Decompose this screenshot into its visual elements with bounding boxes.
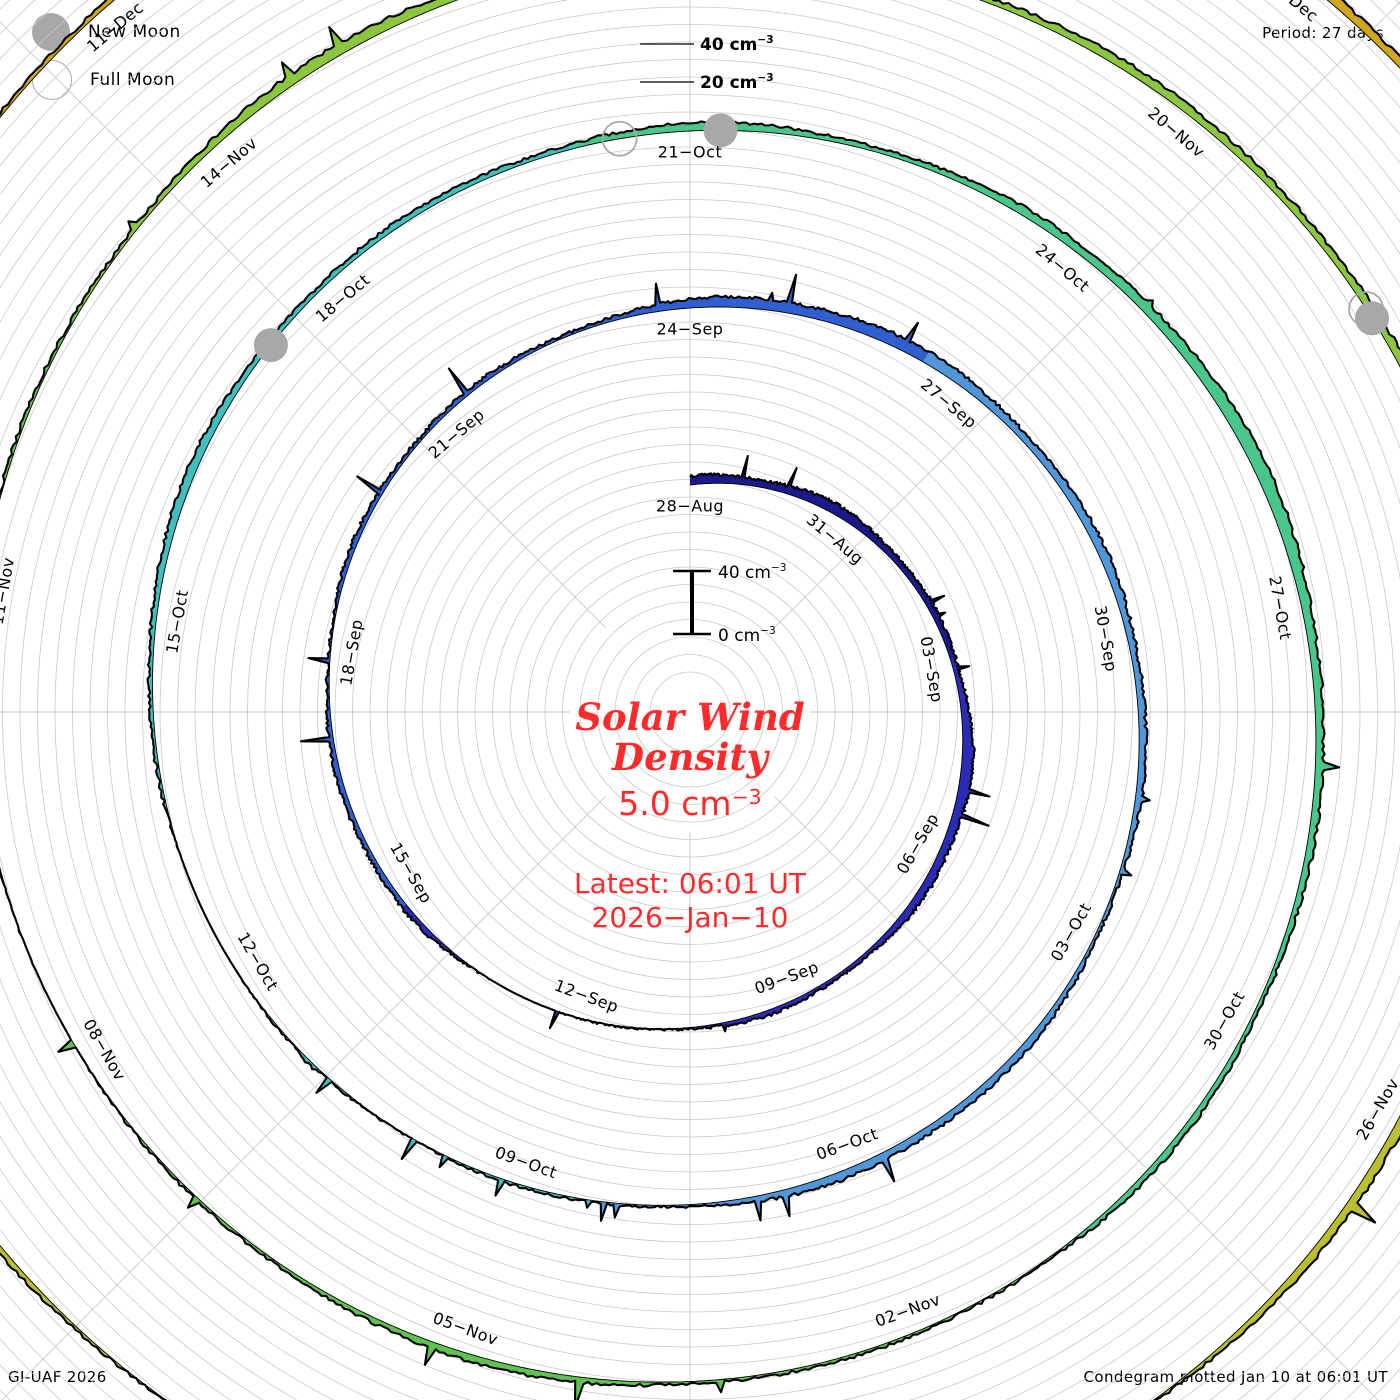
spiral-date-label: 06−Oct bbox=[814, 1124, 881, 1164]
svg-text:21−Oct: 21−Oct bbox=[658, 143, 722, 162]
spiral-date-label: 24−Sep bbox=[657, 320, 724, 339]
legend-label-full-moon: Full Moon bbox=[90, 70, 176, 90]
svg-text:18−Oct: 18−Oct bbox=[312, 270, 374, 326]
svg-text:12−Oct: 12−Oct bbox=[234, 929, 283, 994]
legend-item-full-moon: Full Moon bbox=[18, 56, 181, 104]
spiral-date-label: 15−Oct bbox=[162, 588, 192, 655]
svg-text:09−Oct: 09−Oct bbox=[493, 1142, 560, 1182]
radial-axis-ticks: 40 cm−3 20 cm−3 bbox=[640, 34, 774, 93]
center-title-line1: Solar Wind bbox=[575, 695, 805, 739]
spiral-date-label: 17−Dec bbox=[1258, 0, 1322, 26]
svg-text:12−Sep: 12−Sep bbox=[552, 976, 621, 1017]
spiral-date-label: 21−Oct bbox=[658, 143, 722, 162]
svg-text:28−Aug: 28−Aug bbox=[656, 497, 724, 516]
spiral-date-label: 30−Sep bbox=[1091, 604, 1121, 673]
new-moon-marker bbox=[1354, 301, 1389, 336]
center-title-line2: Density bbox=[611, 735, 771, 779]
center-latest-time: Latest: 06:01 UT bbox=[574, 867, 807, 900]
spiral-date-label: 11−Dec bbox=[83, 0, 147, 56]
spiral-date-label: 12−Oct bbox=[234, 929, 283, 994]
svg-text:27−Oct: 27−Oct bbox=[1265, 575, 1295, 642]
svg-text:17−Dec: 17−Dec bbox=[1258, 0, 1322, 26]
moon-phase-legend: New Moon Full Moon bbox=[18, 8, 181, 104]
svg-text:11−Dec: 11−Dec bbox=[83, 0, 147, 56]
svg-text:20−Nov: 20−Nov bbox=[1144, 103, 1208, 161]
svg-text:24−Sep: 24−Sep bbox=[657, 320, 724, 339]
spiral-date-label: 28−Aug bbox=[656, 497, 724, 516]
center-readout: Solar Wind Density 5.0 cm−3 Latest: 06:0… bbox=[574, 695, 807, 934]
spiral-date-label: 18−Sep bbox=[336, 618, 366, 687]
radial-tick-20: 20 cm−3 bbox=[700, 72, 774, 93]
radial-tick-40: 40 cm−3 bbox=[700, 34, 774, 55]
svg-text:08−Nov: 08−Nov bbox=[79, 1016, 129, 1084]
spiral-date-label: 18−Oct bbox=[312, 270, 374, 326]
spiral-date-label: 21−Sep bbox=[425, 405, 488, 463]
spiral-date-label: 08−Nov bbox=[79, 1016, 129, 1084]
center-latest-date: 2026−Jan−10 bbox=[592, 901, 789, 934]
scale-bar: 40 cm−3 0 cm−3 bbox=[673, 562, 787, 646]
scalebar-label-bottom: 0 cm−3 bbox=[718, 625, 776, 646]
svg-text:30−Sep: 30−Sep bbox=[1091, 604, 1121, 673]
svg-text:15−Oct: 15−Oct bbox=[162, 588, 192, 655]
spiral-date-label: 03−Sep bbox=[916, 635, 946, 704]
new-moon-marker bbox=[703, 113, 738, 148]
moon-phase-markers bbox=[253, 113, 1389, 363]
legend-label-new-moon: New Moon bbox=[88, 22, 181, 42]
svg-text:06−Oct: 06−Oct bbox=[814, 1124, 881, 1164]
period-label: Period: 27 days bbox=[1262, 24, 1384, 42]
new-moon-marker bbox=[253, 328, 288, 363]
credit-label: GI-UAF 2026 bbox=[8, 1368, 107, 1386]
full-moon-marker bbox=[1348, 291, 1384, 327]
svg-text:03−Sep: 03−Sep bbox=[916, 635, 946, 704]
full-moon-marker bbox=[601, 120, 638, 157]
svg-text:21−Sep: 21−Sep bbox=[425, 405, 488, 463]
center-current-value: 5.0 cm−3 bbox=[618, 784, 761, 823]
spiral-date-label: 12−Sep bbox=[552, 976, 621, 1017]
spiral-date-label: 20−Nov bbox=[1144, 103, 1208, 161]
svg-text:18−Sep: 18−Sep bbox=[336, 618, 366, 687]
spiral-date-label: 27−Oct bbox=[1265, 575, 1295, 642]
spiral-date-label: 09−Oct bbox=[493, 1142, 560, 1182]
scalebar-label-top: 40 cm−3 bbox=[718, 562, 787, 583]
